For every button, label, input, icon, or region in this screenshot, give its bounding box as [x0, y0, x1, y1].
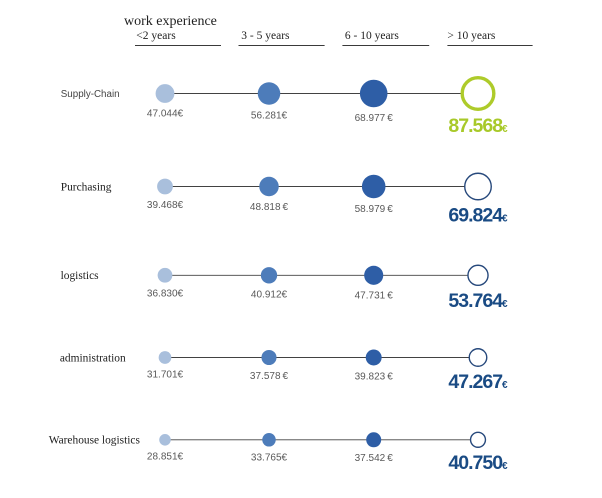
svg-text:48.818 €: 48.818 € — [250, 202, 289, 213]
svg-text:36.830€: 36.830€ — [147, 288, 184, 299]
svg-text:Supply-Chain: Supply-Chain — [61, 89, 120, 100]
svg-text:<2 years: <2 years — [136, 30, 176, 42]
svg-text:39.823 €: 39.823 € — [355, 371, 394, 382]
svg-text:administration: administration — [60, 352, 126, 364]
svg-text:40.912€: 40.912€ — [251, 289, 288, 300]
svg-text:39.468€: 39.468€ — [147, 200, 184, 211]
svg-text:logistics: logistics — [61, 270, 100, 282]
svg-text:Warehouse logistics: Warehouse logistics — [49, 435, 141, 447]
svg-text:33.765€: 33.765€ — [251, 452, 288, 463]
svg-text:47.267€: 47.267€ — [448, 371, 508, 393]
svg-text:47.044€: 47.044€ — [147, 109, 184, 120]
svg-text:37.578 €: 37.578 € — [250, 371, 289, 382]
svg-text:69.824€: 69.824€ — [448, 204, 508, 226]
svg-text:3 - 5 years: 3 - 5 years — [241, 30, 290, 42]
svg-text:87.568€: 87.568€ — [448, 115, 508, 137]
svg-text:56.281€: 56.281€ — [251, 111, 288, 122]
svg-text:Purchasing: Purchasing — [61, 181, 112, 193]
svg-text:53.764€: 53.764€ — [448, 290, 508, 312]
svg-text:37.542 €: 37.542 € — [355, 453, 394, 464]
svg-text:6 - 10 years: 6 - 10 years — [345, 30, 399, 42]
svg-text:47.731 €: 47.731 € — [355, 291, 394, 302]
svg-text:68.977 €: 68.977 € — [355, 113, 394, 124]
svg-text:40.750€: 40.750€ — [448, 452, 508, 474]
svg-text:31.701€: 31.701€ — [147, 370, 184, 381]
svg-text:58.979 €: 58.979 € — [355, 204, 394, 215]
svg-text:28.851€: 28.851€ — [147, 451, 184, 462]
svg-text:> 10 years: > 10 years — [447, 30, 496, 42]
svg-text:work experience: work experience — [124, 14, 217, 29]
